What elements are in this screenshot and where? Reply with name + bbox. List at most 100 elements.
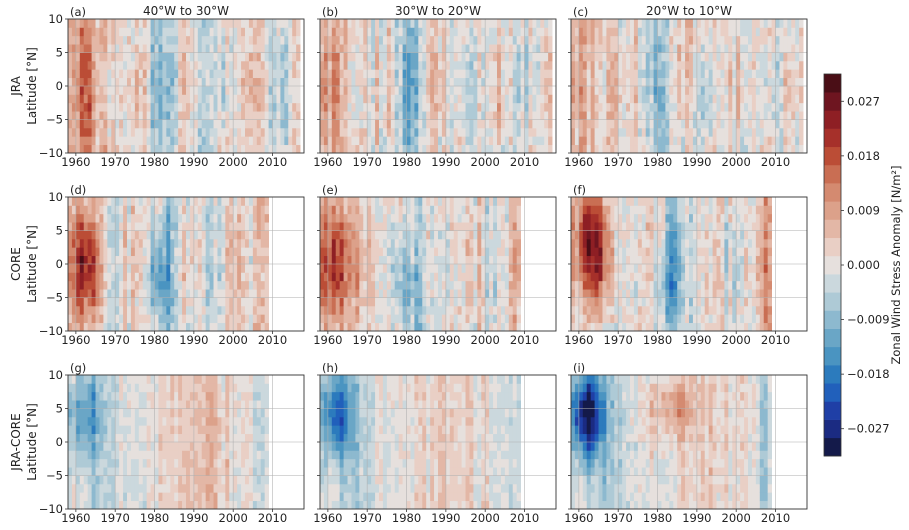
heat-cell — [657, 60, 662, 70]
heat-cell — [422, 272, 427, 282]
heat-cell — [331, 314, 337, 324]
heat-cell — [457, 102, 462, 112]
heat-cell — [594, 322, 599, 331]
heat-cell — [225, 314, 230, 324]
heat-cell — [320, 289, 325, 298]
heat-cell — [359, 102, 364, 112]
heat-cell — [637, 305, 643, 315]
heat-cell — [516, 314, 521, 324]
heat-cell — [248, 205, 254, 215]
heat-cell — [386, 213, 392, 223]
heat-cell — [708, 111, 713, 120]
heat-cell — [641, 127, 647, 137]
heat-cell — [696, 27, 702, 37]
heat-cell — [696, 127, 702, 137]
heat-cell — [402, 314, 407, 324]
heat-cell — [138, 197, 144, 206]
heat-cell — [477, 119, 482, 129]
heat-cell — [182, 205, 187, 215]
heat-cell — [473, 44, 478, 53]
heat-cell — [582, 238, 588, 248]
heat-cell — [363, 222, 368, 231]
heat-cell — [414, 19, 419, 28]
heat-cell — [142, 86, 148, 95]
heat-cell — [68, 44, 73, 53]
heat-cell — [740, 77, 745, 87]
heat-cell — [134, 255, 140, 265]
heat-cell — [410, 144, 415, 153]
heat-cell — [544, 86, 549, 95]
heat-cell — [649, 44, 654, 53]
heat-cell — [68, 280, 73, 290]
heat-cell — [245, 305, 250, 315]
heat-cell — [661, 44, 666, 53]
heat-cell — [367, 322, 372, 331]
heat-cell — [327, 222, 333, 231]
heat-cell — [382, 94, 388, 104]
heat-cell — [622, 280, 627, 290]
heat-cell — [209, 297, 214, 307]
heat-cell — [154, 222, 159, 231]
heat-cell — [245, 111, 250, 120]
heat-cell — [107, 102, 112, 112]
heat-cell — [461, 280, 466, 290]
heat-cell — [115, 222, 120, 231]
heat-cell — [351, 264, 356, 273]
heat-cell — [386, 197, 392, 206]
heat-cell — [461, 205, 466, 215]
heat-cell — [438, 144, 443, 153]
heat-cell — [134, 272, 140, 282]
heat-cell — [532, 102, 537, 112]
heat-cell — [532, 27, 537, 37]
heat-cell — [386, 322, 392, 331]
heat-cell — [111, 280, 116, 290]
heat-cell — [99, 52, 104, 62]
heat-cell — [493, 197, 498, 206]
heat-cell — [123, 136, 128, 146]
heat-cell — [410, 205, 415, 215]
heat-cell — [248, 238, 254, 248]
heat-cell — [489, 144, 494, 153]
heat-cell — [248, 197, 254, 206]
heat-cell — [606, 197, 611, 206]
heat-cell — [339, 136, 344, 146]
heat-cell — [209, 230, 214, 240]
heat-cell — [158, 27, 163, 37]
heat-cell — [170, 111, 175, 120]
heat-cell — [123, 127, 128, 137]
heat-cell — [71, 94, 77, 104]
heat-cell — [402, 86, 407, 95]
heat-cell — [237, 86, 242, 95]
heat-cell — [422, 222, 427, 231]
heat-cell — [799, 111, 804, 120]
heat-cell — [767, 19, 772, 28]
heat-cell — [186, 280, 191, 290]
heat-cell — [111, 230, 116, 240]
heat-cell — [571, 289, 576, 298]
heat-cell — [445, 205, 451, 215]
heat-cell — [390, 19, 396, 28]
heat-cell — [540, 69, 545, 79]
heat-cell — [414, 44, 419, 53]
heat-cell — [477, 289, 482, 298]
heat-cell — [414, 289, 419, 298]
heat-cell — [434, 44, 439, 53]
heat-cell — [418, 255, 423, 265]
heat-cell — [225, 119, 230, 129]
heat-cell — [256, 35, 262, 45]
heat-cell — [422, 197, 427, 206]
heat-cell — [689, 144, 694, 153]
heat-cell — [237, 247, 242, 257]
heat-cell — [445, 94, 451, 104]
heat-cell — [406, 297, 411, 307]
heat-cell — [767, 27, 772, 37]
heat-cell — [331, 44, 337, 53]
heat-cell — [402, 238, 407, 248]
heat-cell — [441, 19, 447, 28]
heat-cell — [382, 264, 388, 273]
heat-cell — [469, 77, 474, 87]
heat-cell — [398, 222, 403, 231]
heat-cell — [398, 230, 403, 240]
heat-cell — [795, 77, 800, 87]
heat-cell — [751, 69, 757, 79]
